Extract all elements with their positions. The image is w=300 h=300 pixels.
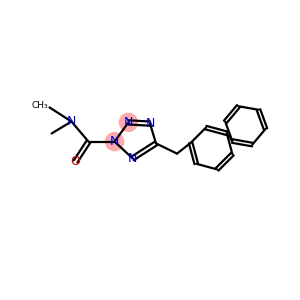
- Text: N: N: [128, 152, 137, 165]
- Text: O: O: [71, 155, 80, 168]
- Circle shape: [119, 113, 137, 131]
- Text: N: N: [110, 135, 119, 148]
- Circle shape: [106, 133, 124, 151]
- Text: N: N: [67, 115, 76, 128]
- Text: CH₃: CH₃: [32, 101, 48, 110]
- Text: N: N: [124, 116, 133, 129]
- Text: N: N: [145, 117, 155, 130]
